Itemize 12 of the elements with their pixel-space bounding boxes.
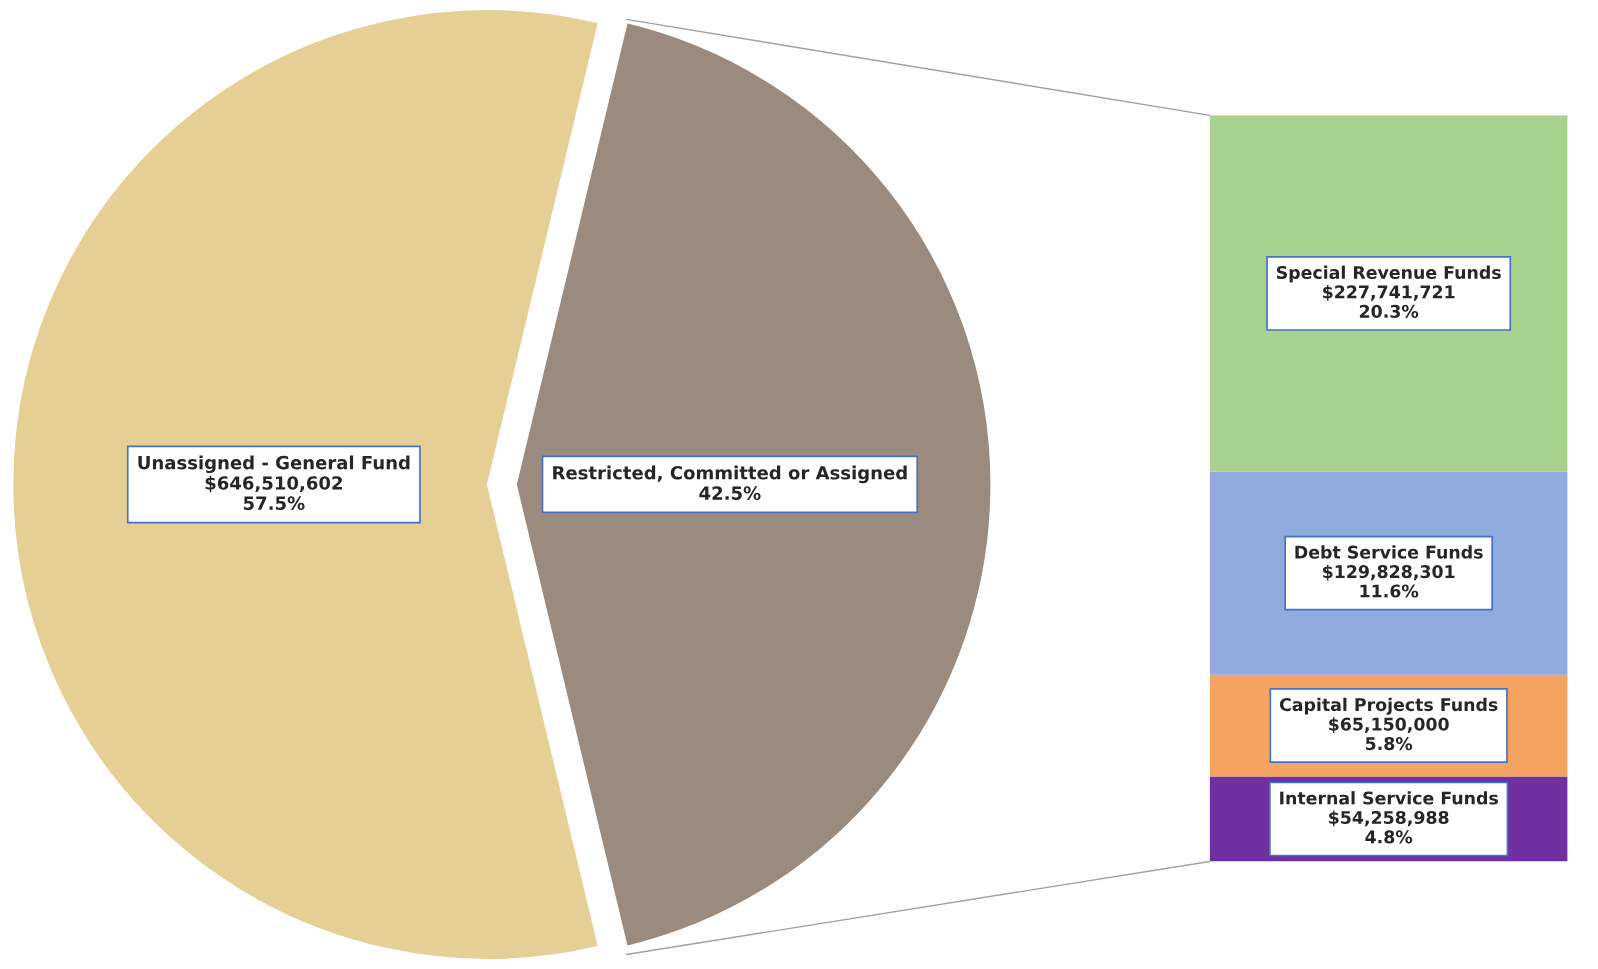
slice-label: Unassigned - General Fund [138, 455, 410, 474]
series-label: Capital Projects Funds [1279, 697, 1498, 715]
data-label: $227,741,721 20.3% [1323, 285, 1455, 318]
data-label: $54,258,988 4.8% [1329, 810, 1449, 844]
series-label: Debt Service Funds [1295, 545, 1483, 559]
data-label: $646,510,602 57.5% [205, 475, 342, 511]
series-label: Special Revenue Funds [1276, 265, 1501, 283]
data-label: 42.5% [699, 486, 761, 500]
data-label: $65,150,000 5.8% [1329, 717, 1449, 751]
data-label: $129,828,301 11.6% [1323, 564, 1455, 598]
series-label: Internal Service Funds [1280, 791, 1498, 805]
slice-label: Restricted, Committed or Assigned [553, 465, 907, 484]
